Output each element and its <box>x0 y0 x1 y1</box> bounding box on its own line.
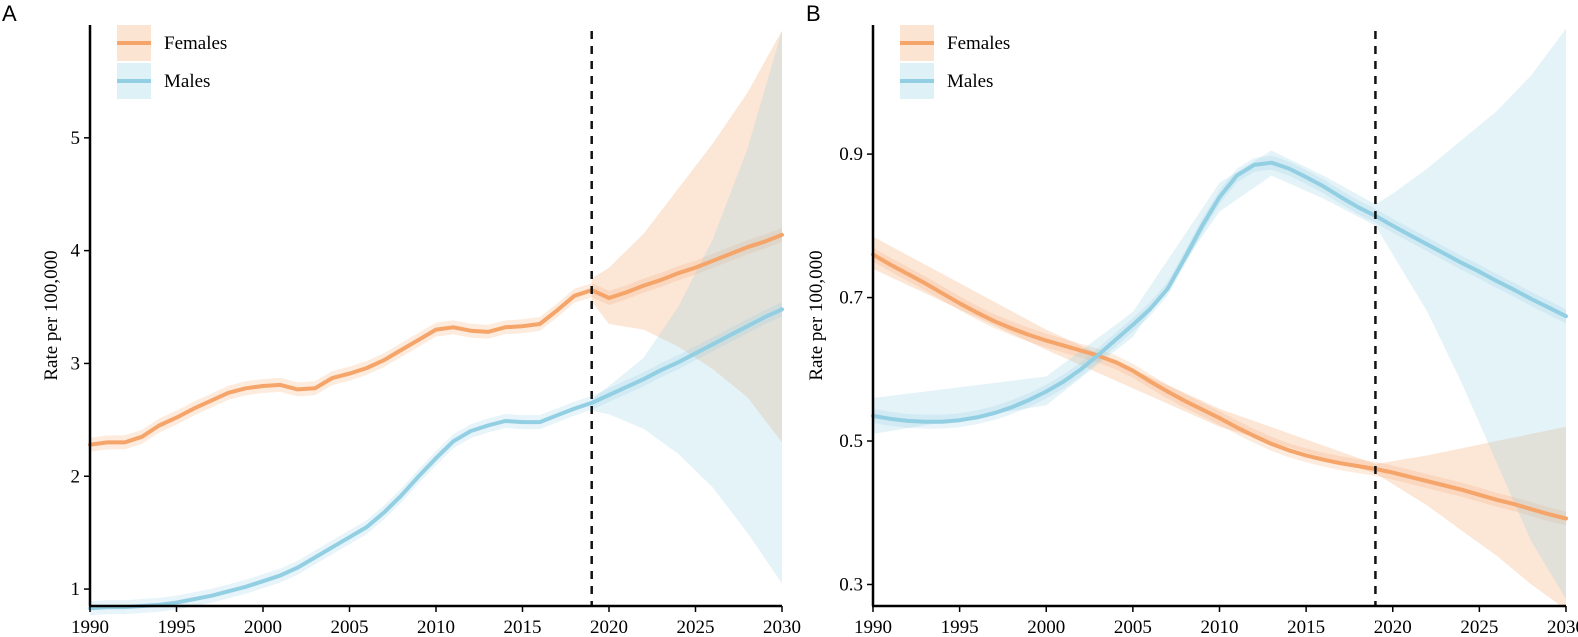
panel-a-y-tick-label: 3 <box>71 353 81 374</box>
panel-a-legend-males-label: Males <box>164 71 210 92</box>
panel-b-legend-females-label: Females <box>947 33 1010 54</box>
panel-b-males-line <box>871 160 1568 424</box>
panel-b-x-tick-label: 2010 <box>1201 617 1239 637</box>
panel-b-y-tick-label: 0.5 <box>839 431 863 452</box>
panel-b-legend-males-label: Males <box>947 71 993 92</box>
panel-b-x-tick-label: 1995 <box>941 617 979 637</box>
panel-b: B 0.3 0.5 0.7 0.9 1990 1995 2000 2005 2010 2015 20… <box>806 1 1578 637</box>
panel-a-males-confidence-band <box>591 30 782 584</box>
panel-b-y-axis-title: Rate per 100,000 <box>806 250 827 380</box>
panel-b-x-tick-label: 2030 <box>1547 617 1578 637</box>
panel-a-females-confidence-band <box>591 30 782 443</box>
panel-a-x-tick-label: 2000 <box>244 617 282 637</box>
panel-b-females-line-halo <box>873 247 1566 526</box>
panel-a-letter: A <box>2 1 17 26</box>
panel-a-x-tick-label: 1990 <box>71 617 109 637</box>
panel-b-x-tick-label: 2020 <box>1374 617 1412 637</box>
panel-b-x-tick-label: 2000 <box>1027 617 1065 637</box>
panel-a-x-tick-label: 2010 <box>417 617 455 637</box>
panel-b-letter: B <box>806 1 821 26</box>
panel-b-y-tick-label: 0.9 <box>839 144 863 165</box>
panel-b-x-tick-label: 2005 <box>1114 617 1152 637</box>
panel-a-x-tick-label: 2030 <box>763 617 801 637</box>
panel-a-x-tick-label: 2005 <box>331 617 369 637</box>
panel-a-females-line-halo <box>90 227 782 452</box>
panel-b-y-tick-label: 0.7 <box>839 288 863 309</box>
panel-b-x-tick-label: 2015 <box>1287 617 1325 637</box>
panel-a-y-tick-label: 2 <box>71 466 81 487</box>
panel-a-y-tick-label: 1 <box>71 579 81 600</box>
panel-b-females-line <box>871 252 1568 521</box>
panel-a: A 1 2 3 4 5 1990 1995 2000 2005 2010 2015 2020 2025 2… <box>2 1 801 637</box>
panel-a-legend-females-label: Females <box>164 33 227 54</box>
panel-b-x-tick-label: 2025 <box>1460 617 1498 637</box>
panel-b-x-tick-label: 1990 <box>854 617 892 637</box>
panel-a-females-line <box>88 232 784 447</box>
panel-b-females-confidence-band <box>873 236 1566 610</box>
panel-a-y-tick-label: 4 <box>71 241 81 262</box>
panel-a-x-tick-label: 2020 <box>590 617 628 637</box>
panel-a-y-tick-label: 5 <box>71 128 81 149</box>
panel-a-x-tick-label: 1995 <box>158 617 196 637</box>
panel-a-y-axis-title: Rate per 100,000 <box>41 250 62 380</box>
panel-a-x-tick-label: 2025 <box>677 617 715 637</box>
panel-a-x-tick-label: 2015 <box>504 617 542 637</box>
panel-a-males-line <box>88 307 784 611</box>
panel-b-y-tick-label: 0.3 <box>839 574 863 595</box>
